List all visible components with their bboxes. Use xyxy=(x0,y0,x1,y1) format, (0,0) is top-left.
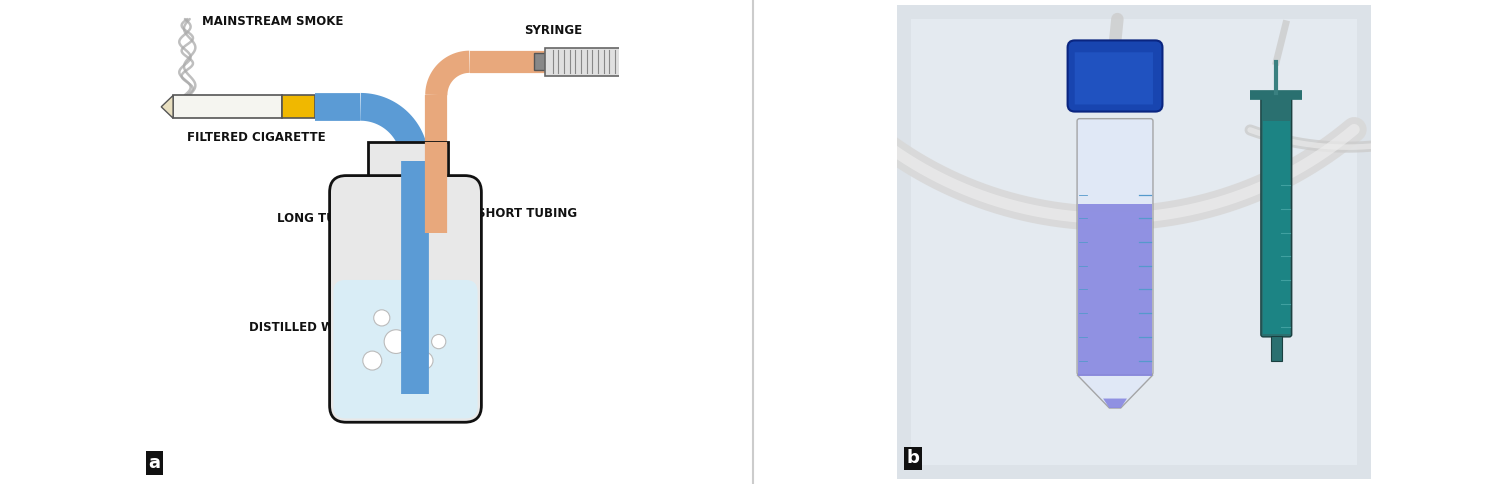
FancyBboxPatch shape xyxy=(1263,121,1290,334)
Circle shape xyxy=(373,310,390,326)
FancyBboxPatch shape xyxy=(1261,95,1291,337)
FancyBboxPatch shape xyxy=(172,95,283,118)
Text: FILTERED CIGARETTE: FILTERED CIGARETTE xyxy=(187,131,327,144)
Text: SYRINGE: SYRINGE xyxy=(525,24,582,37)
Polygon shape xyxy=(1104,398,1126,408)
FancyBboxPatch shape xyxy=(1077,119,1154,375)
Polygon shape xyxy=(1077,375,1154,408)
FancyBboxPatch shape xyxy=(367,142,448,176)
FancyBboxPatch shape xyxy=(334,280,478,419)
Circle shape xyxy=(405,313,425,332)
FancyBboxPatch shape xyxy=(534,53,547,70)
Text: a: a xyxy=(148,454,160,472)
Circle shape xyxy=(363,351,381,370)
FancyBboxPatch shape xyxy=(897,5,1371,479)
Circle shape xyxy=(384,330,408,353)
FancyBboxPatch shape xyxy=(330,176,481,422)
FancyBboxPatch shape xyxy=(912,19,1356,465)
Text: LONG TUBING: LONG TUBING xyxy=(277,212,408,242)
Text: DISTILLED WATER: DISTILLED WATER xyxy=(249,321,396,351)
Text: MAINSTREAM SMOKE: MAINSTREAM SMOKE xyxy=(201,15,343,28)
Circle shape xyxy=(431,334,446,348)
FancyBboxPatch shape xyxy=(546,47,634,76)
FancyBboxPatch shape xyxy=(1270,336,1282,361)
FancyBboxPatch shape xyxy=(1067,40,1163,112)
FancyBboxPatch shape xyxy=(283,95,316,118)
Text: SHORT TUBING: SHORT TUBING xyxy=(443,207,576,220)
FancyBboxPatch shape xyxy=(1078,204,1152,376)
Text: b: b xyxy=(906,449,919,468)
Polygon shape xyxy=(162,95,172,118)
FancyBboxPatch shape xyxy=(1075,52,1154,105)
Circle shape xyxy=(416,352,432,369)
